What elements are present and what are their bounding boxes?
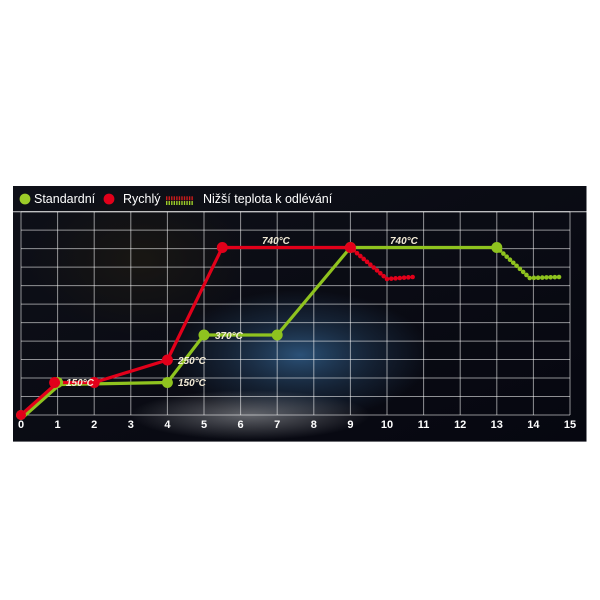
svg-text:14: 14	[527, 419, 540, 431]
svg-text:5: 5	[201, 419, 207, 431]
svg-text:4: 4	[164, 419, 171, 431]
svg-text:1: 1	[55, 419, 61, 431]
svg-text:6: 6	[238, 419, 244, 431]
svg-text:15: 15	[564, 419, 576, 431]
svg-text:Standardní: Standardní	[34, 192, 96, 206]
svg-text:10: 10	[381, 419, 393, 431]
svg-text:Rychlý: Rychlý	[123, 192, 161, 206]
svg-text:3: 3	[128, 419, 134, 431]
svg-text:Nižší teplota k odlévání: Nižší teplota k odlévání	[203, 192, 333, 206]
svg-text:12: 12	[454, 419, 466, 431]
svg-text:150°C: 150°C	[66, 378, 95, 389]
svg-text:740°C: 740°C	[390, 236, 419, 247]
svg-text:370°C: 370°C	[215, 331, 244, 342]
svg-text:9: 9	[347, 419, 353, 431]
svg-text:250°C: 250°C	[177, 356, 207, 367]
svg-text:8: 8	[311, 419, 317, 431]
svg-text:7: 7	[274, 419, 280, 431]
svg-text:13: 13	[491, 419, 503, 431]
svg-text:150°C: 150°C	[178, 378, 207, 389]
svg-text:11: 11	[418, 419, 430, 431]
svg-text:740°C: 740°C	[262, 236, 291, 247]
svg-text:2: 2	[91, 419, 97, 431]
svg-text:0: 0	[18, 419, 24, 431]
